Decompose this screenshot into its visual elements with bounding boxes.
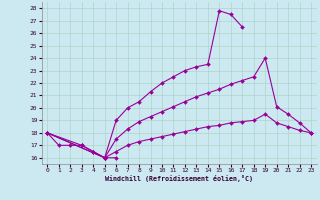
X-axis label: Windchill (Refroidissement éolien,°C): Windchill (Refroidissement éolien,°C) [105, 175, 253, 182]
